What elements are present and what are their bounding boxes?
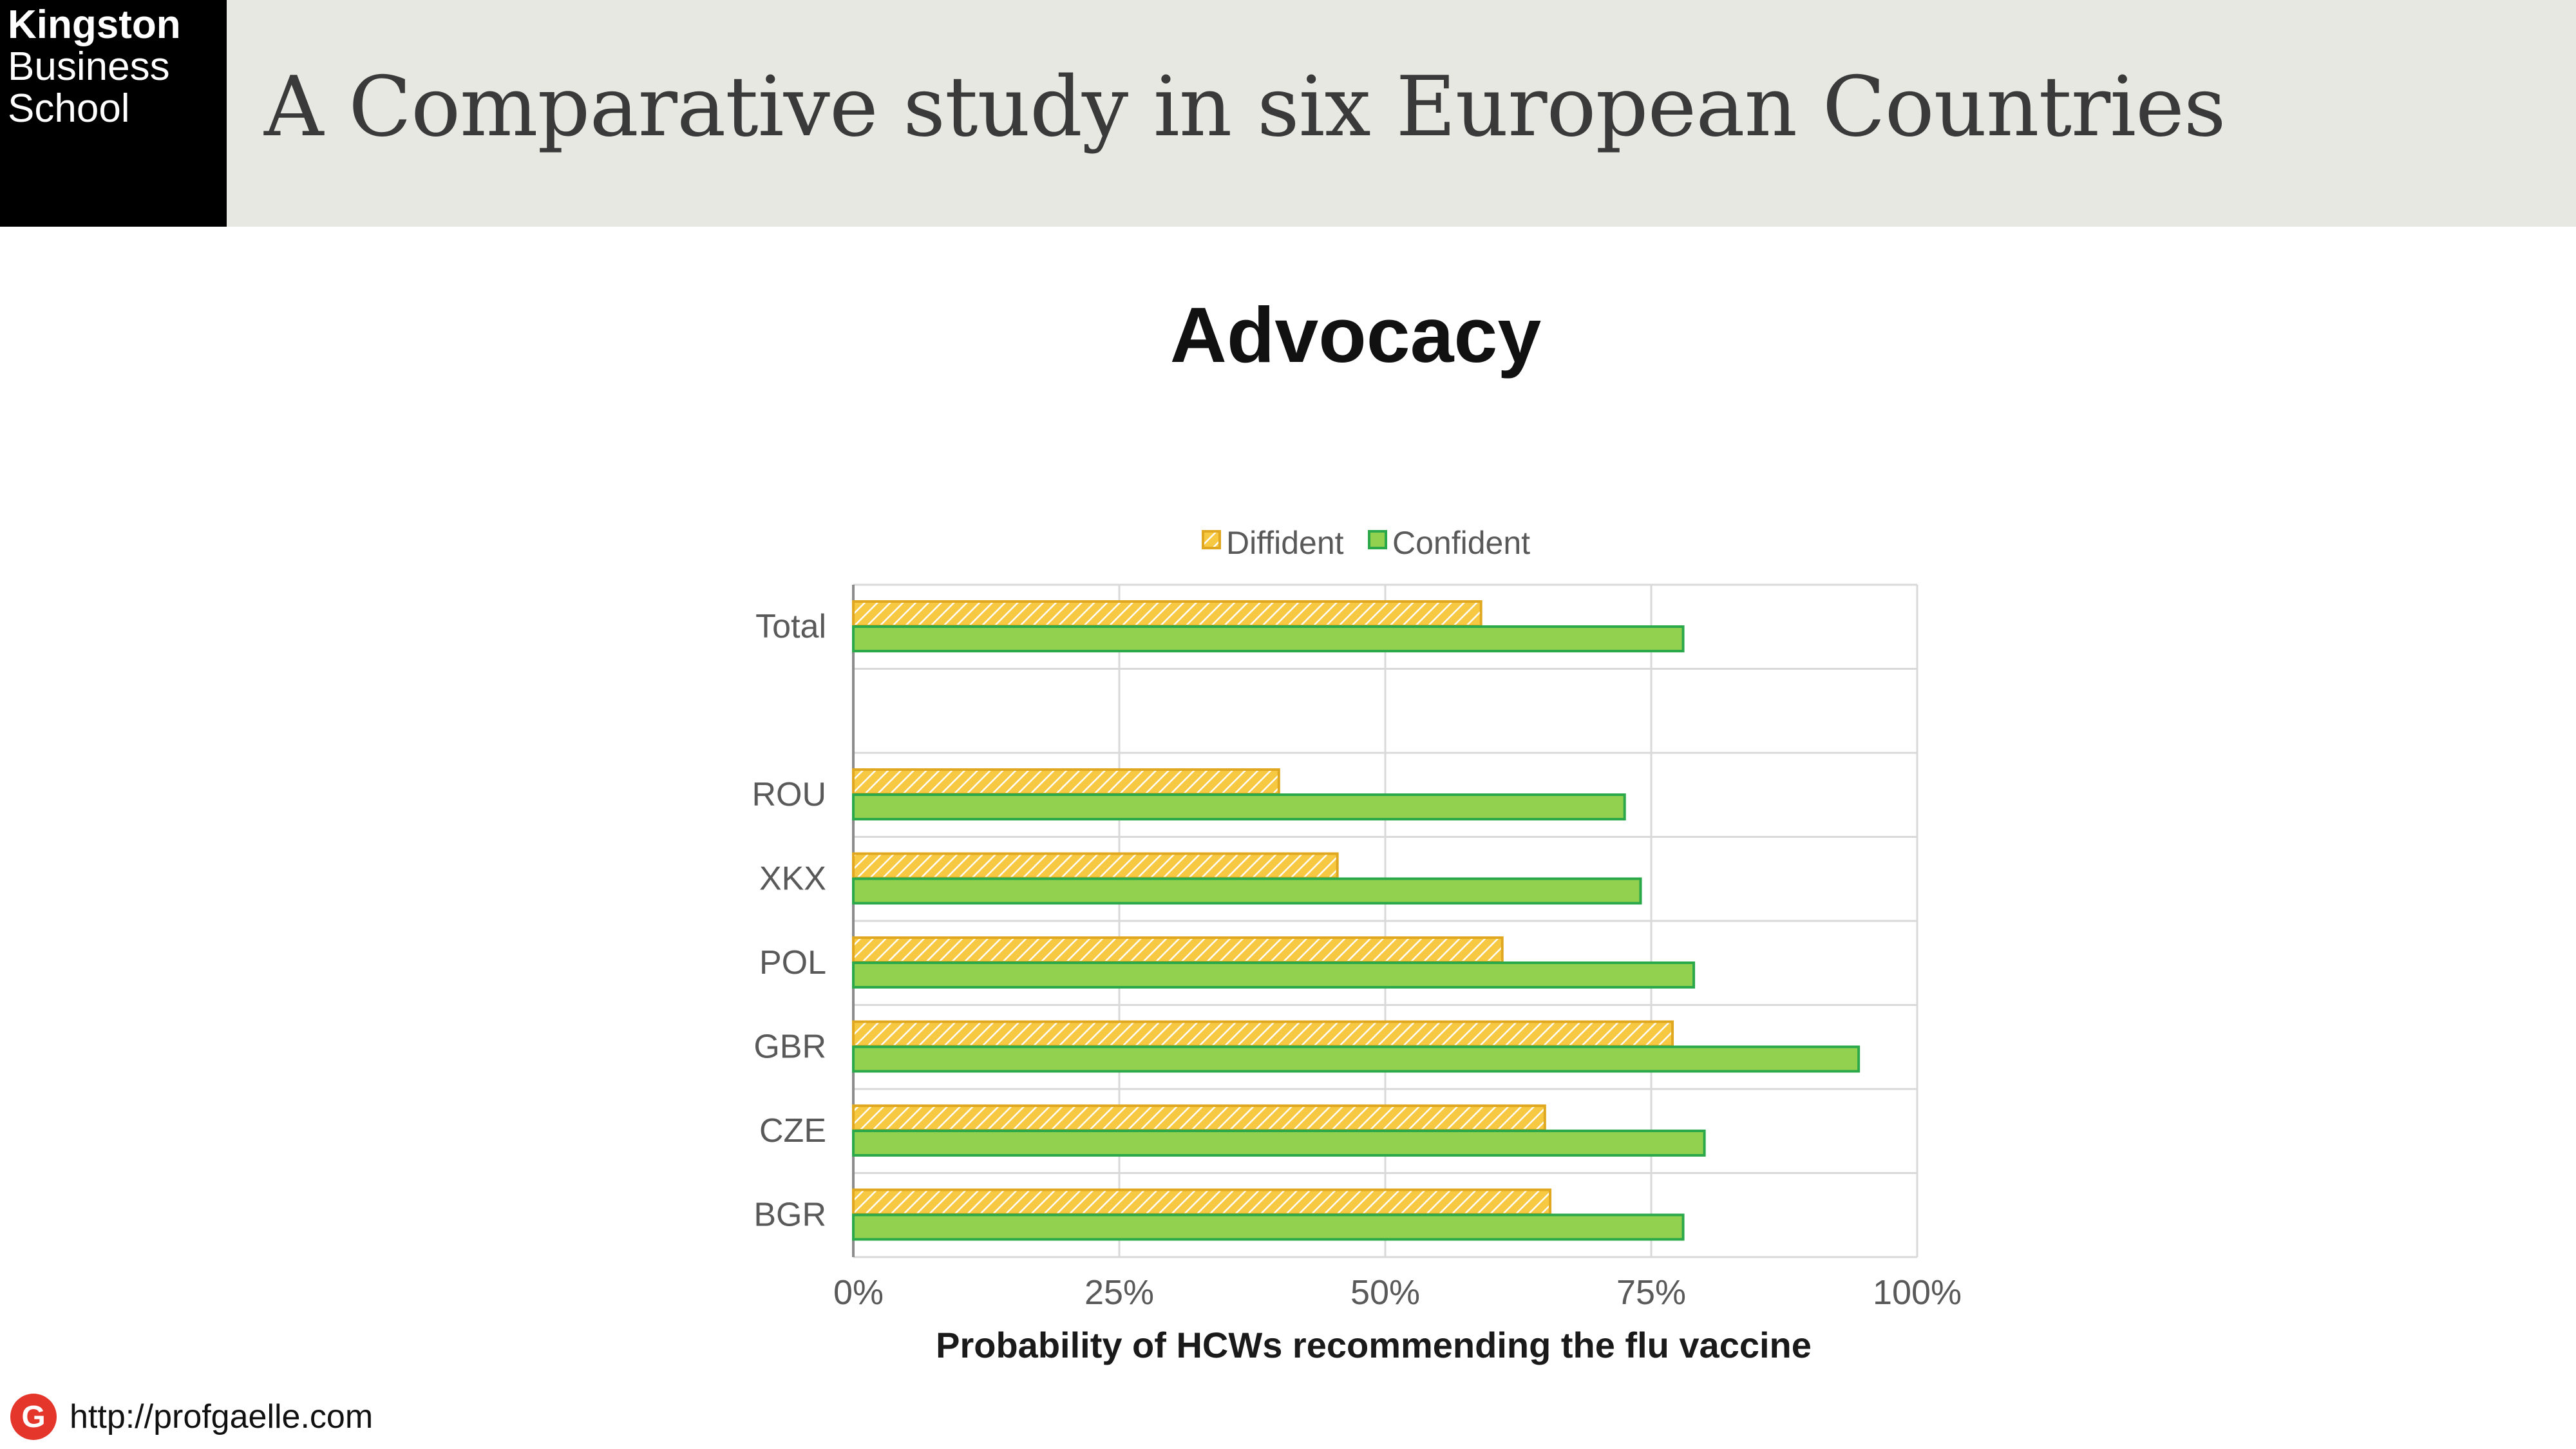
confident-bar: [852, 961, 1696, 989]
category-label: ROU: [752, 776, 826, 813]
chart-bars: [852, 600, 1861, 1241]
x-tick-label: 75%: [1616, 1273, 1686, 1312]
category-label: XKX: [759, 860, 826, 898]
category-labels: Total ROU XKX POL GBR CZE BGR: [752, 608, 826, 1234]
legend-swatch: [1368, 530, 1387, 549]
diffident-bar: [852, 1104, 1546, 1132]
x-axis-label: Probability of HCWs recommending the flu…: [936, 1325, 1812, 1365]
legend-label: Confident: [1392, 525, 1530, 561]
legend-swatch: [1202, 530, 1221, 549]
footer-url[interactable]: http://profgaelle.com: [70, 1398, 374, 1435]
slide-heading: Advocacy: [1170, 291, 1542, 379]
confident-bar: [852, 793, 1626, 820]
page-title: A Comparative study in six European Coun…: [264, 59, 2226, 155]
header-bar: Kingston Business School A Comparative s…: [0, 0, 2576, 227]
category-label: GBR: [753, 1028, 826, 1066]
x-tick-label: 50%: [1350, 1273, 1420, 1312]
diffident-bar: [852, 936, 1504, 963]
logo-line-1: Kingston: [8, 3, 181, 47]
confident-bar: [852, 1130, 1706, 1157]
category-label: CZE: [759, 1112, 826, 1150]
diffident-bar: [852, 1020, 1674, 1048]
diffident-bar: [852, 852, 1339, 880]
logo-line-2: Business: [8, 44, 170, 89]
diffident-bar: [852, 600, 1482, 627]
g-logo-icon: G: [10, 1394, 57, 1440]
diffident-bar: [852, 1188, 1552, 1216]
category-label: BGR: [753, 1197, 826, 1234]
x-tick-label: 100%: [1873, 1273, 1962, 1312]
confident-bar: [852, 1045, 1861, 1073]
logo-line-3: School: [8, 86, 130, 131]
confident-bar: [852, 625, 1685, 652]
category-label: POL: [759, 944, 826, 981]
confident-bar: [852, 877, 1642, 905]
category-label: Total: [755, 608, 826, 645]
confident-bar: [852, 1213, 1685, 1241]
chart-legend: Diffident Confident: [1202, 525, 1530, 561]
x-tick-labels: 0% 25% 50% 75% 100%: [833, 1273, 1962, 1312]
kingston-logo: Kingston Business School: [0, 0, 227, 227]
x-tick-label: 0%: [833, 1273, 884, 1312]
footer: G http://profgaelle.com: [10, 1391, 373, 1443]
diffident-bar: [852, 768, 1280, 795]
x-tick-label: 25%: [1084, 1273, 1154, 1312]
legend-label: Diffident: [1226, 525, 1344, 561]
